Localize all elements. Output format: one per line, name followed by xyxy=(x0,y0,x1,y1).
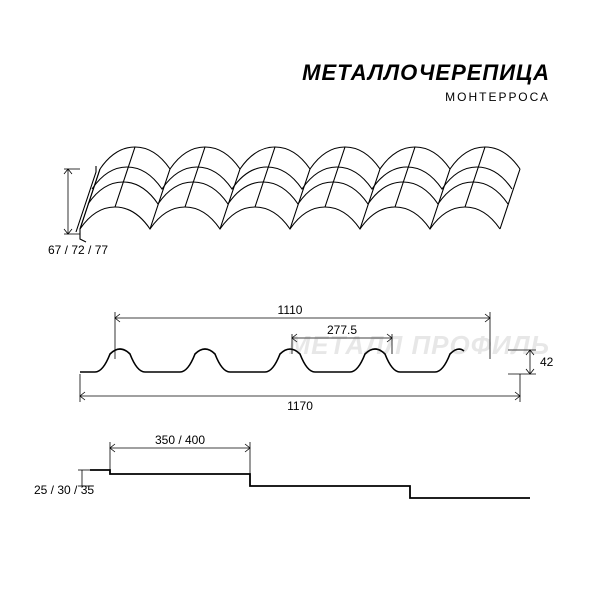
pitch-dim: 277.5 xyxy=(327,323,357,337)
product-title: МЕТАЛЛОЧЕРЕПИЦА xyxy=(30,60,550,86)
step-height-dim: 25 / 30 / 35 xyxy=(34,483,94,497)
page: МЕТАЛЛОЧЕРЕПИЦА МОНТЕРРОСА xyxy=(0,0,600,600)
wave-height-dim: 42 xyxy=(540,355,554,369)
profile-diagram: 1110 277.5 42 xyxy=(30,304,570,414)
step-diagram: 350 / 400 25 / 30 / 35 xyxy=(30,434,570,514)
isometric-svg: 67 / 72 / 77 xyxy=(30,134,570,284)
iso-height-dim: 67 / 72 / 77 xyxy=(48,243,108,257)
cover-width-dim: 1110 xyxy=(278,304,303,317)
isometric-diagram: 67 / 72 / 77 xyxy=(30,134,570,284)
step-length-dim: 350 / 400 xyxy=(155,434,205,447)
title-block: МЕТАЛЛОЧЕРЕПИЦА МОНТЕРРОСА xyxy=(30,60,570,104)
product-subtitle: МОНТЕРРОСА xyxy=(30,90,550,104)
step-svg: 350 / 400 25 / 30 / 35 xyxy=(30,434,570,514)
profile-svg: 1110 277.5 42 xyxy=(30,304,570,414)
total-width-dim: 1170 xyxy=(287,399,313,413)
